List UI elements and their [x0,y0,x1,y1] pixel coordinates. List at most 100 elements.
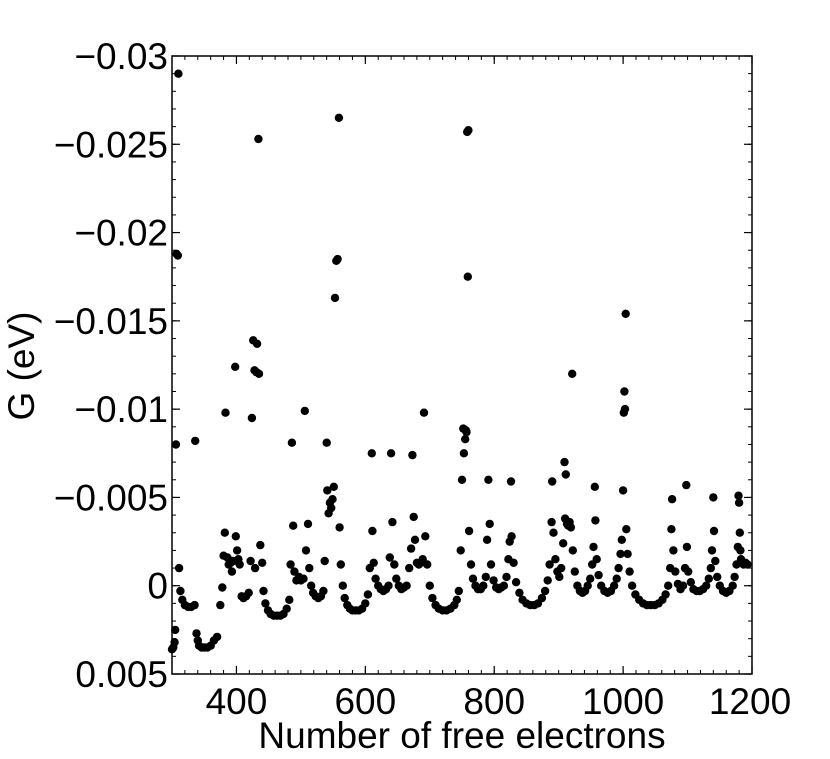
data-point [592,555,601,564]
data-point [461,435,470,444]
data-point [617,535,626,544]
data-point [322,438,331,447]
data-point [323,486,332,495]
x-tick-label: 1000 [582,681,664,722]
data-point [409,512,418,522]
x-tick-label: 800 [463,681,525,722]
data-point [568,369,577,378]
data-point [328,495,337,504]
data-point [319,586,328,596]
data-point [285,595,294,604]
data-point [678,581,688,590]
data-point [301,546,311,555]
data-point [686,578,695,587]
data-point [620,387,629,396]
data-point [457,475,467,484]
data-point [456,546,465,555]
data-point [462,427,471,437]
data-point [385,553,394,562]
data-point [307,581,316,590]
data-point [336,560,345,569]
data-point [327,503,336,513]
data-point [390,560,399,569]
data-point [590,482,599,491]
data-point [664,581,673,590]
data-point [452,595,461,604]
data-point [463,272,472,281]
data-point [486,560,496,569]
data-point [612,574,621,583]
data-point [369,558,378,567]
data-point [363,590,373,599]
data-point [540,586,550,596]
data-point [334,113,344,123]
data-point [454,586,463,596]
data-point [252,339,262,348]
data-point [371,574,380,583]
data-point [736,546,745,555]
data-point [743,560,752,569]
y-tick-label: −0.03 [74,36,168,77]
data-point [428,593,437,603]
data-point [299,574,308,583]
data-point [176,586,185,596]
data-point [170,638,179,647]
data-point [244,588,253,597]
data-point [509,558,518,567]
data-point [623,549,632,559]
data-point [543,576,552,585]
data-point [570,567,579,576]
data-point [282,604,291,613]
data-point [548,477,557,486]
data-point [734,498,744,507]
data-point [231,362,240,371]
data-point [286,560,295,569]
data-point [468,574,478,583]
data-point [258,558,267,567]
data-point [559,539,568,548]
data-point [340,593,349,603]
data-point [621,309,630,318]
y-tick-label: 0 [147,566,168,607]
data-point [704,574,713,583]
major-ticks [172,55,753,675]
data-point [235,560,244,569]
data-point [479,581,488,590]
data-point [515,588,524,597]
data-point [410,535,420,544]
data-point [464,526,474,536]
data-point [220,528,229,537]
data-point [709,526,719,536]
data-point [609,581,619,590]
data-point [227,567,237,576]
data-point [661,590,670,599]
x-tick-label: 400 [206,681,268,722]
data-point [507,532,516,541]
data-point [388,517,397,527]
data-point [586,574,595,583]
data-point [402,581,411,590]
data-point [174,69,183,78]
x-tick-label: 600 [334,681,396,722]
y-tick-labels: 0.005 0 −0.005 −0.01 −0.015 −0.02 −0.025 −0.03 [54,36,168,695]
data-point [406,544,416,553]
data-point [329,482,338,491]
data-point [190,600,199,610]
data-point [212,632,222,642]
data-point [221,408,230,417]
data-point [419,408,429,417]
data-point [711,556,720,566]
data-point [502,572,511,582]
y-tick-label: 0.005 [75,654,168,695]
y-tick-label: −0.01 [74,389,168,430]
data-point [684,567,693,576]
data-point [506,477,516,486]
data-points [167,69,752,654]
data-point [568,546,577,555]
y-axis-title: G (eV) [1,312,42,421]
data-point [250,563,260,573]
data-point [489,576,498,585]
data-point [335,523,344,532]
data-point [191,436,200,446]
